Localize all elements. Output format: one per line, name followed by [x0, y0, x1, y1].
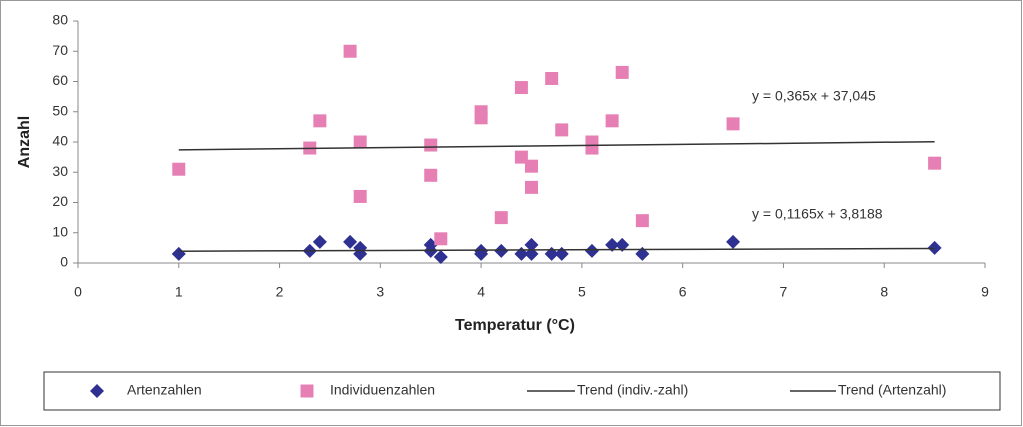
diamond-point — [433, 249, 448, 264]
legend-box — [43, 371, 1001, 411]
x-tick-label: 4 — [477, 284, 485, 300]
diamond-point — [343, 234, 358, 249]
square-point — [726, 117, 740, 131]
legend-label: Artenzahlen — [127, 382, 202, 398]
y-tick-label: 70 — [52, 42, 68, 58]
square-point — [424, 138, 438, 152]
diamond-point — [635, 246, 650, 261]
square-point — [343, 44, 357, 58]
diamond-point — [584, 243, 599, 258]
x-tick-label: 9 — [981, 284, 989, 300]
diamond-point — [312, 234, 327, 249]
x-tick-label: 7 — [780, 284, 788, 300]
diamond-point — [615, 237, 630, 252]
y-tick-label: 20 — [52, 193, 68, 209]
diamond-point — [726, 234, 741, 249]
trend-equation: y = 0,365x + 37,045 — [752, 88, 876, 104]
square-point — [514, 150, 528, 164]
legend-label: Individuenzahlen — [330, 382, 435, 398]
x-axis-label: Temperatur (°C) — [455, 317, 575, 334]
y-tick-label: 10 — [52, 223, 68, 239]
y-axis-label: Anzahl — [16, 116, 33, 168]
diamond-point — [171, 246, 186, 261]
square-point — [605, 114, 619, 128]
legend-marker — [300, 384, 314, 398]
square-point — [928, 156, 942, 170]
square-point — [353, 135, 367, 149]
trend-line — [178, 140, 935, 151]
square-point — [514, 81, 528, 95]
y-tick-label: 50 — [52, 102, 68, 118]
y-tick-label: 0 — [60, 254, 68, 270]
diamond-point — [494, 243, 509, 258]
y-tick-label: 80 — [52, 12, 68, 28]
square-point — [525, 159, 538, 173]
trend-line — [178, 247, 935, 252]
square-point — [635, 214, 649, 228]
diamond-point — [605, 237, 620, 252]
square-point — [172, 162, 186, 176]
square-point — [474, 111, 488, 125]
y-tick-label: 40 — [52, 133, 68, 149]
square-point — [313, 114, 327, 128]
x-tick-label: 1 — [175, 284, 183, 300]
legend-label: Trend (indiv.-zahl) — [577, 382, 688, 398]
square-point — [585, 141, 599, 155]
x-tick-label: 8 — [880, 284, 888, 300]
square-point — [545, 71, 559, 85]
square-point — [424, 168, 438, 182]
x-tick-label: 6 — [679, 284, 687, 300]
x-tick-label: 2 — [276, 284, 284, 300]
square-point — [615, 65, 629, 79]
square-point — [525, 180, 538, 194]
square-point — [494, 211, 508, 225]
y-tick-label: 60 — [52, 72, 68, 88]
square-point — [434, 232, 448, 246]
x-tick-label: 5 — [578, 284, 586, 300]
y-tick-label: 30 — [52, 163, 68, 179]
trend-equation: y = 0,1165x + 3,8188 — [752, 206, 883, 222]
x-tick-label: 3 — [376, 284, 384, 300]
diamond-point — [474, 243, 489, 258]
legend-label: Trend (Artenzahl) — [838, 382, 946, 398]
diamond-point — [927, 240, 942, 255]
legend-marker — [90, 384, 104, 398]
diamond-point — [524, 237, 539, 252]
x-tick-label: 0 — [74, 284, 82, 300]
square-point — [555, 123, 569, 137]
square-point — [353, 189, 367, 203]
